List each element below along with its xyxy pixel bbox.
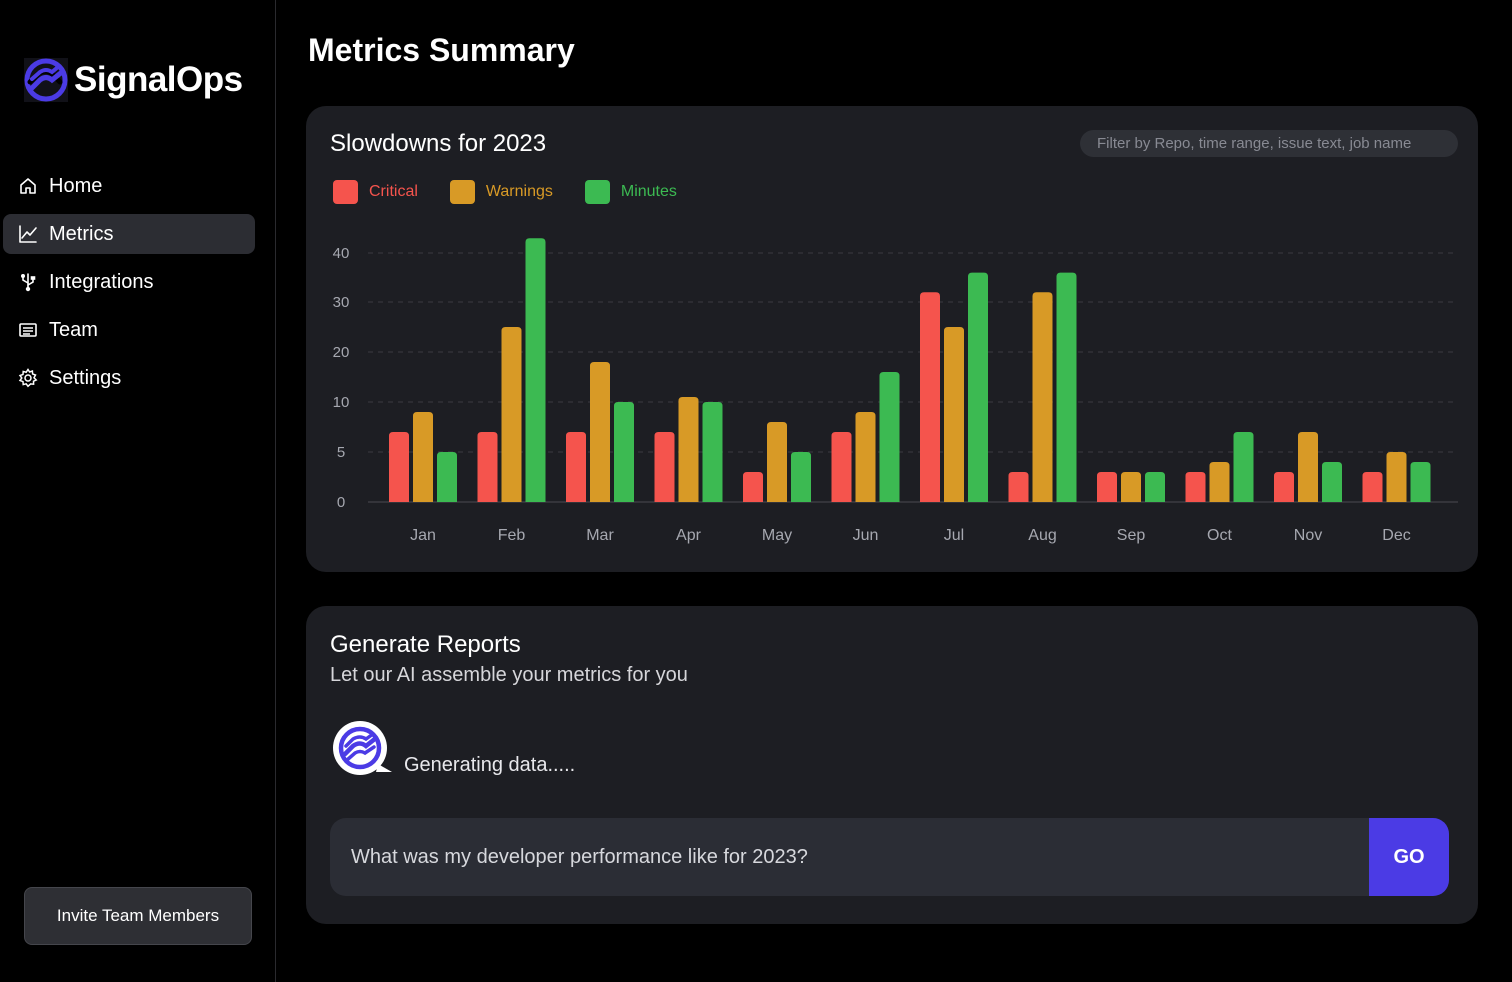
bar-critical-oct	[1185, 472, 1206, 502]
prompt-bar: GO	[330, 818, 1449, 896]
x-tick-label: Jun	[853, 527, 879, 544]
bar-minutes-dec	[1410, 462, 1431, 502]
generating-status: Generating data.....	[404, 754, 576, 776]
sidebar-item-home[interactable]: Home	[3, 166, 255, 206]
bar-minutes-nov	[1322, 462, 1342, 502]
prompt-input[interactable]	[330, 818, 1369, 896]
reports-subtitle: Let our AI assemble your metrics for you	[330, 664, 688, 686]
bar-warnings-jul	[944, 327, 964, 502]
legend-item-critical[interactable]: Critical	[333, 180, 418, 204]
sidebar-item-integrations[interactable]: Integrations	[3, 262, 255, 302]
bar-warnings-apr	[678, 397, 699, 502]
generate-reports-card: Generate Reports Let our AI assemble you…	[306, 606, 1478, 924]
brand-name: SignalOps	[74, 60, 243, 99]
chart-title: Slowdowns for 2023	[330, 130, 547, 157]
x-tick-label: Nov	[1294, 527, 1322, 544]
x-tick-label: Sep	[1117, 527, 1146, 544]
bar-minutes-jan	[437, 452, 457, 502]
bar-minutes-oct	[1233, 432, 1254, 502]
bar-warnings-may	[767, 422, 787, 502]
bar-critical-sep	[1097, 472, 1117, 502]
chart-legend: Critical Warnings Minutes	[333, 180, 677, 204]
legend-label-warnings: Warnings	[485, 183, 553, 200]
x-tick-label: May	[762, 527, 792, 544]
sidebar-item-label: Settings	[49, 366, 122, 389]
chart-filter-input[interactable]: Filter by Repo, time range, issue text, …	[1080, 130, 1458, 157]
bar-minutes-sep	[1145, 472, 1165, 502]
bar-critical-mar	[566, 432, 586, 502]
bar-critical-jun	[831, 432, 852, 502]
bar-critical-nov	[1274, 472, 1294, 502]
bar-warnings-sep	[1121, 472, 1141, 502]
gear-icon	[17, 367, 39, 389]
x-tick-label: Oct	[1207, 527, 1232, 544]
home-icon	[17, 175, 39, 197]
x-tick-label: Jul	[944, 527, 964, 544]
sidebar-item-team[interactable]: Team	[3, 310, 255, 350]
sidebar-item-settings[interactable]: Settings	[3, 358, 255, 398]
bar-critical-apr	[654, 432, 675, 502]
sidebar-item-label: Home	[49, 174, 103, 197]
sidebar-item-label: Metrics	[49, 222, 114, 245]
y-tick-label: 20	[333, 344, 350, 361]
invite-team-members-button[interactable]: Invite Team Members	[24, 887, 252, 945]
bar-critical-dec	[1362, 472, 1383, 502]
bar-minutes-may	[791, 452, 811, 502]
legend-swatch-minutes	[584, 180, 610, 204]
bar-minutes-aug	[1056, 272, 1077, 502]
legend-label-minutes: Minutes	[620, 183, 677, 200]
sidebar-item-label: Integrations	[49, 270, 154, 293]
page-title: Metrics Summary	[308, 32, 575, 68]
sidebar: SignalOps Home Metrics Integrations Team	[0, 0, 276, 982]
bar-critical-aug	[1008, 472, 1029, 502]
legend-item-warnings[interactable]: Warnings	[449, 180, 553, 204]
chart-line-icon	[17, 223, 39, 245]
brand[interactable]: SignalOps	[24, 56, 243, 104]
bar-minutes-mar	[614, 402, 634, 502]
bar-critical-feb	[477, 432, 498, 502]
sidebar-nav: Home Metrics Integrations Team Settings	[3, 166, 255, 406]
bar-critical-jul	[920, 292, 940, 502]
bar-warnings-feb	[501, 327, 522, 502]
bar-warnings-dec	[1386, 452, 1407, 502]
legend-swatch-critical	[333, 180, 358, 204]
bar-minutes-feb	[525, 238, 546, 503]
bar-warnings-aug	[1032, 292, 1053, 502]
bar-warnings-oct	[1209, 462, 1230, 502]
y-tick-label: 5	[337, 444, 345, 461]
bar-critical-may	[743, 472, 763, 502]
usb-plug-icon	[17, 271, 39, 293]
bar-minutes-apr	[702, 402, 723, 502]
list-card-icon	[17, 319, 39, 341]
sidebar-item-metrics[interactable]: Metrics	[3, 214, 255, 254]
bar-warnings-mar	[590, 362, 610, 502]
y-tick-label: 40	[333, 245, 350, 262]
x-tick-label: Jan	[410, 527, 436, 544]
x-tick-label: Dec	[1382, 527, 1410, 544]
legend-label-critical: Critical	[369, 183, 418, 200]
y-tick-label: 30	[333, 294, 350, 311]
bar-minutes-jul	[968, 272, 988, 502]
ai-assistant-avatar-icon	[333, 721, 392, 775]
x-tick-label: Aug	[1028, 527, 1056, 544]
sidebar-item-label: Team	[49, 318, 98, 341]
x-tick-label: Apr	[676, 527, 702, 544]
signalops-logo-icon	[24, 58, 68, 102]
legend-swatch-warnings	[449, 180, 475, 204]
slowdowns-chart-card: 0 5 10 20 30 40 Jan Feb Mar Apr May Jun Jul Aug Sep Oct…	[306, 106, 1478, 572]
bar-warnings-nov	[1298, 432, 1318, 502]
bar-warnings-jan	[413, 412, 433, 502]
legend-item-minutes[interactable]: Minutes	[584, 180, 677, 204]
slowdowns-bar-chart: 0 5 10 20 30 40 Jan Feb Mar Apr May Jun Jul Aug Sep Oct…	[333, 238, 1458, 544]
x-tick-label: Feb	[498, 527, 526, 544]
x-tick-label: Mar	[586, 527, 614, 544]
bar-minutes-jun	[879, 372, 900, 502]
bar-warnings-jun	[855, 412, 876, 502]
bar-critical-jan	[389, 432, 409, 502]
y-tick-label: 0	[337, 494, 345, 511]
go-button[interactable]: GO	[1369, 818, 1449, 896]
reports-title: Generate Reports	[330, 631, 521, 658]
y-tick-label: 10	[333, 394, 350, 411]
